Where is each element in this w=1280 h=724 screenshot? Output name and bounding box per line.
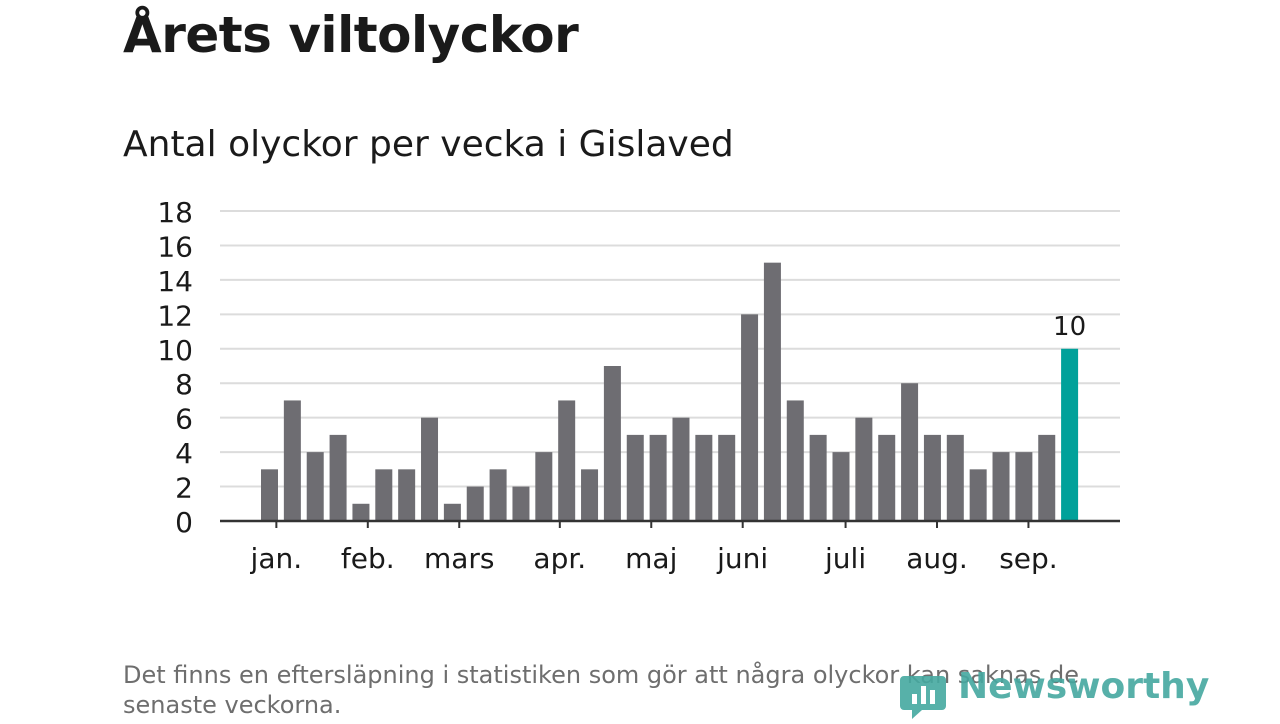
bar <box>649 434 667 521</box>
bar <box>535 452 553 521</box>
x-tick-label: aug. <box>906 542 968 575</box>
y-tick-label: 16 <box>157 230 193 263</box>
bar <box>603 366 621 521</box>
bar <box>398 469 416 521</box>
gridlines <box>220 210 1120 488</box>
y-tick-label: 6 <box>175 403 193 436</box>
y-tick-label: 2 <box>175 472 193 505</box>
bar <box>581 469 599 521</box>
bar <box>375 469 393 521</box>
bar <box>352 503 370 521</box>
bar <box>878 434 896 521</box>
bar <box>329 434 347 521</box>
bar <box>558 400 576 521</box>
bar <box>855 417 873 521</box>
bars <box>261 262 1079 521</box>
y-tick-label: 8 <box>175 368 193 401</box>
bar <box>786 400 804 521</box>
bar <box>261 469 278 521</box>
footnote: Det finns en eftersläpning i statistiken… <box>123 661 1079 719</box>
data-label: 10 <box>1053 312 1086 342</box>
bar <box>832 452 850 521</box>
bar <box>809 434 827 521</box>
x-axis: jan. feb. mars apr. maj juni juli aug. sep. <box>220 519 1120 575</box>
bar <box>1061 348 1079 521</box>
x-tick-label: apr. <box>533 542 586 575</box>
bar <box>466 486 484 521</box>
x-tick-label: juni <box>716 542 768 575</box>
x-tick-label: mars <box>424 542 495 575</box>
bar <box>1015 452 1033 521</box>
y-tick-label: 18 <box>157 196 193 229</box>
y-tick-label: 4 <box>175 437 193 470</box>
bar <box>672 417 690 521</box>
bar <box>946 434 964 521</box>
bar <box>512 486 530 521</box>
bar <box>443 503 461 521</box>
x-tick-label: juli <box>824 542 866 575</box>
newsworthy-logo-icon <box>900 676 946 719</box>
bar <box>763 262 781 521</box>
bar <box>969 469 987 521</box>
chart-title: Årets viltolyckor <box>123 6 579 64</box>
y-tick-label: 12 <box>157 299 193 332</box>
x-tick-label: sep. <box>999 542 1058 575</box>
bar <box>421 417 439 521</box>
annotations: 10 <box>1053 312 1086 342</box>
bar <box>992 452 1010 521</box>
y-tick-label: 14 <box>157 265 193 298</box>
brand-name: Newsworthy <box>958 666 1210 707</box>
bar <box>695 434 713 521</box>
bar <box>923 434 941 521</box>
bar <box>1038 434 1056 521</box>
bar <box>626 434 644 521</box>
bar <box>489 469 507 521</box>
bar <box>306 452 324 521</box>
bar <box>901 383 919 521</box>
x-tick-label: jan. <box>250 542 303 575</box>
chart-subtitle: Antal olyckor per vecka i Gislaved <box>123 124 734 165</box>
bar <box>718 434 736 521</box>
y-tick-label: 10 <box>157 334 193 367</box>
y-tick-label: 0 <box>175 506 193 539</box>
bar <box>283 400 301 521</box>
bar <box>741 314 759 521</box>
x-tick-label: feb. <box>341 542 395 575</box>
x-tick-label: maj <box>625 542 677 575</box>
newsworthy-logo: Newsworthy <box>900 666 1209 720</box>
